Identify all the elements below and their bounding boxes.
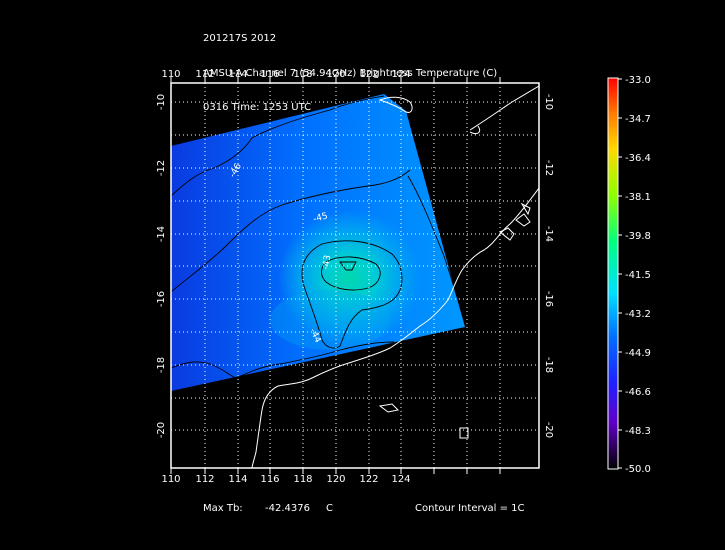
- lon-label: 116: [260, 69, 279, 80]
- colorbar-label: -34.7: [625, 114, 651, 125]
- lat-label: -10: [156, 94, 167, 110]
- colorbar-label: -43.2: [625, 309, 651, 320]
- storm-title: 201217S 2012: [203, 33, 277, 44]
- lat-label: -16: [543, 291, 554, 307]
- timor-coast: [469, 85, 539, 135]
- contour-label-45: -45: [312, 211, 329, 224]
- lat-label: -12: [543, 160, 554, 176]
- colorbar-label: -48.3: [625, 426, 651, 437]
- contour-interval: Contour Interval = 1C: [415, 503, 525, 514]
- max-tb-value: -42.4376: [265, 503, 310, 514]
- colorbar: [607, 77, 619, 470]
- lon-label: 118: [293, 474, 312, 485]
- contour-44: [171, 175, 464, 379]
- lon-label: 124: [391, 474, 410, 485]
- lat-labels-right: -10 -12 -14 -16 -18 -20: [543, 94, 554, 438]
- lon-label: 120: [326, 474, 345, 485]
- lon-label: 118: [293, 69, 312, 80]
- lat-label: -14: [543, 226, 554, 242]
- tick-marks: [170, 77, 501, 474]
- contours: [171, 95, 464, 379]
- time-label: 0316 Time: 1253 UTC: [203, 102, 312, 113]
- colorbar-label: -39.8: [625, 231, 651, 242]
- contour-46: [171, 95, 385, 197]
- lat-label: -20: [543, 422, 554, 438]
- contour-label-43: -43: [321, 254, 333, 270]
- lon-label: 114: [228, 474, 247, 485]
- island-south: [459, 427, 469, 439]
- lon-label: 122: [359, 69, 378, 80]
- graticule: [171, 83, 539, 468]
- lat-label: -12: [156, 160, 167, 176]
- lat-label: -14: [156, 226, 167, 242]
- lon-label: 116: [260, 474, 279, 485]
- warm-core: [278, 210, 422, 346]
- lon-label: 112: [195, 69, 214, 80]
- channel-title: AMSU-A Channel 7 (54.94GHz) Brightness T…: [203, 67, 498, 79]
- lat-label: -20: [156, 422, 167, 438]
- contour-45: [171, 169, 411, 293]
- map-frame: [170, 82, 540, 469]
- colorbar-labels: -33.0 -34.7 -36.4 -38.1 -39.8 -41.5 -43.…: [625, 75, 651, 475]
- lat-labels-left: -10 -12 -14 -16 -18 -20: [156, 94, 167, 438]
- lon-label: 120: [326, 69, 345, 80]
- bonaparte-islands: [499, 202, 531, 241]
- max-tb-unit: C: [326, 503, 333, 514]
- lat-label: -10: [543, 94, 554, 110]
- lat-label: -18: [156, 357, 167, 373]
- colorbar-label: -38.1: [625, 192, 651, 203]
- colorbar-ticks: [618, 78, 622, 469]
- colorbar-label: -50.0: [625, 464, 651, 475]
- lat-label: -18: [543, 357, 554, 373]
- lon-label: 110: [161, 69, 180, 80]
- lon-label: 110: [161, 474, 180, 485]
- colorbar-label: -41.5: [625, 270, 651, 281]
- lon-label: 114: [228, 69, 247, 80]
- plot-area: -46 -45 -43 -44: [171, 85, 539, 468]
- islands-north: [378, 96, 413, 113]
- colorbar-label: -33.0: [625, 75, 651, 86]
- colorbar-label: -36.4: [625, 153, 651, 164]
- lon-label: 122: [359, 474, 378, 485]
- colorbar-label: -46.6: [625, 387, 651, 398]
- contour-44-loop: [301, 240, 403, 349]
- lon-label: 124: [391, 69, 410, 80]
- lon-labels-top: 110 112 114 116 118 120 122 124: [161, 69, 410, 80]
- rowley-shoals: [378, 403, 400, 413]
- max-tb-label: Max Tb:: [203, 503, 243, 514]
- contour-43: [321, 256, 381, 291]
- lon-label: 112: [195, 474, 214, 485]
- lat-label: -16: [156, 291, 167, 307]
- lon-labels-bottom: 110 112 114 116 118 120 122 124: [161, 474, 410, 485]
- colorbar-label: -44.9: [625, 348, 651, 359]
- australia-coast: [251, 187, 539, 468]
